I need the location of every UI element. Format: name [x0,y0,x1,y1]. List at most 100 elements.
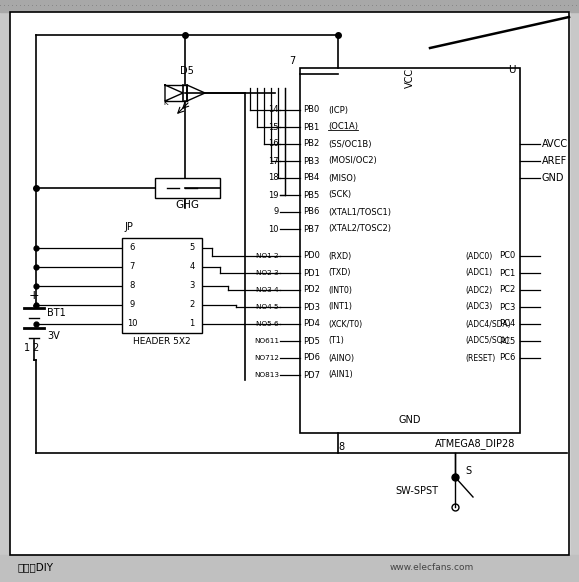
Text: (MOSI/OC2): (MOSI/OC2) [328,157,377,165]
Text: JP: JP [124,222,133,232]
Bar [0,0,579,12]
Text: 19: 19 [269,190,279,200]
Text: 9: 9 [129,300,135,309]
Text: PB7: PB7 [303,225,320,233]
Text: 16: 16 [269,140,279,148]
Text: VCC: VCC [405,68,415,88]
Text: PC3: PC3 [499,303,515,311]
Text: NO712: NO712 [254,355,279,361]
Text: S: S [465,466,471,476]
Text: PC5: PC5 [499,336,515,346]
Text: PB5: PB5 [303,190,319,200]
Text: PC6: PC6 [499,353,515,363]
Text: NO611: NO611 [254,338,279,344]
Text: (ADC0): (ADC0) [465,251,492,261]
Text: PB0: PB0 [303,105,319,115]
Text: (XTAL2/TOSC2): (XTAL2/TOSC2) [328,225,391,233]
Text: (SS/OC1B): (SS/OC1B) [328,140,372,148]
Text: NO3 4: NO3 4 [256,287,279,293]
Text: PB3: PB3 [303,157,320,165]
Text: NO813: NO813 [254,372,279,378]
Text: 9: 9 [274,208,279,217]
Text: 1: 1 [189,319,195,328]
Text: (T1): (T1) [328,336,344,346]
Text: 10: 10 [127,319,137,328]
Text: 17: 17 [269,157,279,165]
Text: (ADC3): (ADC3) [465,303,492,311]
Text: 2: 2 [189,300,195,309]
Text: 8: 8 [338,442,344,452]
Text: U: U [508,65,516,75]
Text: 15: 15 [269,122,279,132]
Bar [155,178,220,198]
Text: NO2 3: NO2 3 [256,270,279,276]
Text: GHG: GHG [175,200,200,210]
Text: BT1: BT1 [47,308,66,318]
Bar [122,238,202,333]
Text: PC0: PC0 [499,251,515,261]
Text: (INT0): (INT0) [328,286,352,294]
Text: 3: 3 [189,281,195,290]
Text: 18: 18 [269,173,279,183]
Text: PD5: PD5 [303,336,320,346]
Text: PC1: PC1 [499,268,515,278]
Text: (ADC1): (ADC1) [465,268,492,278]
Text: D5: D5 [180,66,194,76]
Text: (SCK): (SCK) [328,190,351,200]
Text: (ADC4/SDA): (ADC4/SDA) [465,320,511,328]
Text: (INT1): (INT1) [328,303,352,311]
Text: GND: GND [399,415,422,425]
Text: (ADC5/SCL): (ADC5/SCL) [465,336,509,346]
Text: AREF: AREF [542,156,567,166]
Text: 4: 4 [189,262,195,271]
Text: 8: 8 [129,281,135,290]
Text: (XTAL1/TOSC1): (XTAL1/TOSC1) [328,208,391,217]
Text: PB2: PB2 [303,140,319,148]
Text: 7: 7 [129,262,135,271]
Text: 10: 10 [269,225,279,233]
Bar [0,555,579,582]
Text: GND: GND [542,173,565,183]
Text: (MISO): (MISO) [328,173,356,183]
Text: PB4: PB4 [303,173,319,183]
Text: 1: 1 [24,343,30,353]
Text: HEADER 5X2: HEADER 5X2 [133,337,191,346]
Text: (RXD): (RXD) [328,251,351,261]
Text: (AIN1): (AIN1) [328,371,353,379]
Text: PD6: PD6 [303,353,320,363]
Text: (ADC2): (ADC2) [465,286,492,294]
Text: (TXD): (TXD) [328,268,350,278]
Text: SW-SPST: SW-SPST [395,486,438,496]
Text: ATMEGA8_DIP28: ATMEGA8_DIP28 [435,438,515,449]
Text: PD1: PD1 [303,268,320,278]
Text: PD3: PD3 [303,303,320,311]
Text: 14: 14 [269,105,279,115]
Text: (XCK/T0): (XCK/T0) [328,320,362,328]
Text: 5: 5 [189,243,195,252]
Text: NO4 5: NO4 5 [256,304,279,310]
Text: PB6: PB6 [303,208,320,217]
Text: 7: 7 [289,56,295,66]
Text: AVCC: AVCC [542,139,568,149]
Text: 机器人DIY: 机器人DIY [18,562,54,572]
Text: PC4: PC4 [499,320,515,328]
Text: (AINO): (AINO) [328,353,354,363]
Text: (ICP): (ICP) [328,105,348,115]
Text: 6: 6 [129,243,135,252]
Text: 2: 2 [32,343,38,353]
Bar [300,68,520,433]
Text: K: K [163,100,167,106]
Text: 3V: 3V [47,331,60,341]
Text: PB1: PB1 [303,122,319,132]
Text: PD7: PD7 [303,371,320,379]
Text: (OC1A): (OC1A) [328,122,358,132]
Text: NO1 2: NO1 2 [256,253,279,259]
Text: NO5 6: NO5 6 [256,321,279,327]
Text: www.elecfans.com: www.elecfans.com [390,563,474,572]
Text: PD4: PD4 [303,320,320,328]
Text: PD0: PD0 [303,251,320,261]
Text: (RESET): (RESET) [465,353,495,363]
Text: +: + [29,289,39,302]
Text: PC2: PC2 [499,286,515,294]
Text: PD2: PD2 [303,286,320,294]
